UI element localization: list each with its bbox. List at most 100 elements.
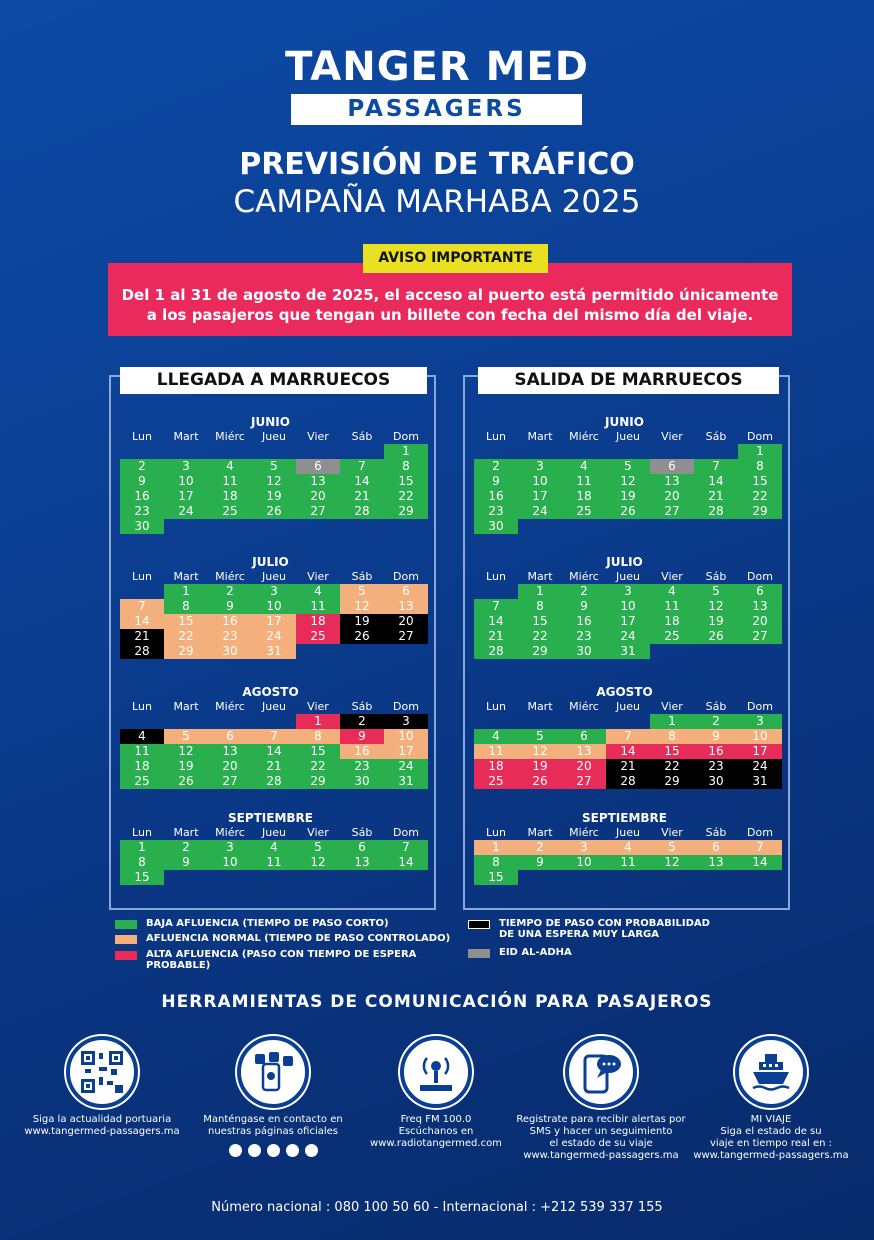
tool-text: Freq FM 100.0 Escúchanos en www.radiotan… xyxy=(351,1114,521,1150)
instagram-icon[interactable] xyxy=(248,1144,261,1157)
calendar-empty-cell xyxy=(606,870,650,885)
tiktok-icon[interactable] xyxy=(305,1144,318,1157)
social-media-icon xyxy=(237,1036,309,1108)
tool-social[interactable]: Manténgase en contacto en nuestras págin… xyxy=(188,1036,358,1157)
calendar-day: 2 xyxy=(694,714,738,729)
calendar-day: 15 xyxy=(650,744,694,759)
tool-radio[interactable]: Freq FM 100.0 Escúchanos en www.radiotan… xyxy=(351,1036,521,1150)
calendar-day: 12 xyxy=(340,599,384,614)
weekday-label: Vier xyxy=(650,825,694,840)
weekday-label: Jueu xyxy=(252,429,296,444)
calendar-day: 24 xyxy=(164,504,208,519)
weekday-label: Vier xyxy=(650,429,694,444)
calendar-day: 9 xyxy=(562,599,606,614)
calendar-week: 23 24 25 26 27 28 29 xyxy=(120,504,430,519)
calendar-day: 7 xyxy=(606,729,650,744)
calendar-day: 28 xyxy=(252,774,296,789)
twitter-icon[interactable] xyxy=(286,1144,299,1157)
calendar-day: 21 xyxy=(474,629,518,644)
calendar-day: 3 xyxy=(208,840,252,855)
weekday-label: Mart xyxy=(518,825,562,840)
calendar-week: 23 24 25 26 27 28 29 xyxy=(474,504,784,519)
calendar-day: 23 xyxy=(208,629,252,644)
facebook-icon[interactable] xyxy=(229,1144,242,1157)
calendar-day: 23 xyxy=(340,759,384,774)
calendar-day: 2 xyxy=(208,584,252,599)
legend-black: TIEMPO DE PASO CON PROBABILIDAD DE UNA E… xyxy=(468,918,718,940)
calendar-day: 27 xyxy=(738,629,782,644)
calendar-day: 10 xyxy=(384,729,428,744)
calendar-day: 13 xyxy=(738,599,782,614)
month-name: JUNIO xyxy=(111,415,430,429)
calendar-day: 15 xyxy=(384,474,428,489)
calendar-day: 4 xyxy=(252,840,296,855)
weekday-label: Vier xyxy=(650,569,694,584)
calendar-empty-cell xyxy=(562,714,606,729)
calendar-day: 12 xyxy=(518,744,562,759)
tool-sms[interactable]: Registrate para recibir alertas por SMS … xyxy=(516,1036,686,1162)
radio-icon xyxy=(400,1036,472,1108)
calendar-empty-cell xyxy=(650,870,694,885)
weekday-label: Miérc xyxy=(208,569,252,584)
calendar-day: 11 xyxy=(606,855,650,870)
calendar-day: 7 xyxy=(384,840,428,855)
weekday-label: Mart xyxy=(518,429,562,444)
calendar-empty-cell xyxy=(562,870,606,885)
calendar-day: 30 xyxy=(562,644,606,659)
calendar-empty-cell xyxy=(738,870,782,885)
calendar-week: 28 29 30 31 xyxy=(474,644,784,659)
calendar-week: 9 10 11 12 13 14 15 xyxy=(474,474,784,489)
calendar-week: 25 26 27 28 29 30 31 xyxy=(474,774,784,789)
calendar-day: 5 xyxy=(340,584,384,599)
weekday-label: Lun xyxy=(120,825,164,840)
month-name: SEPTIEMBRE xyxy=(465,811,784,825)
calendar-day: 11 xyxy=(562,474,606,489)
calendar-day: 20 xyxy=(738,614,782,629)
calendar-week: 4 5 6 7 8 9 10 xyxy=(474,729,784,744)
calendar-day: 2 xyxy=(120,459,164,474)
calendar-empty-cell xyxy=(562,519,606,534)
tool-my-trip[interactable]: MI VIAJE Siga el estado de su viaje en t… xyxy=(686,1036,856,1162)
calendar-empty-cell xyxy=(384,519,428,534)
youtube-icon[interactable] xyxy=(267,1144,280,1157)
calendar-day: 10 xyxy=(208,855,252,870)
calendar-day: 4 xyxy=(606,840,650,855)
calendar-day: 7 xyxy=(252,729,296,744)
calendar-day: 1 xyxy=(474,840,518,855)
weekday-label: Lun xyxy=(474,825,518,840)
calendar-day: 20 xyxy=(296,489,340,504)
weekday-label: Lun xyxy=(120,429,164,444)
calendar-day: 1 xyxy=(384,444,428,459)
calendar-day: 11 xyxy=(296,599,340,614)
weekday-label: Vier xyxy=(650,699,694,714)
calendar-day: 8 xyxy=(120,855,164,870)
calendar-day: 14 xyxy=(738,855,782,870)
calendar-week: 7 8 9 10 11 12 13 xyxy=(474,599,784,614)
calendar-day: 10 xyxy=(562,855,606,870)
calendar-day: 24 xyxy=(252,629,296,644)
calendar-empty-cell xyxy=(650,519,694,534)
calendar-day: 27 xyxy=(384,629,428,644)
calendar-day: 22 xyxy=(518,629,562,644)
calendar-day: 26 xyxy=(340,629,384,644)
calendar-week: 30 xyxy=(474,519,784,534)
calendar-day: 5 xyxy=(252,459,296,474)
calendar-day: 26 xyxy=(518,774,562,789)
calendar-day: 7 xyxy=(120,599,164,614)
calendar-day: 3 xyxy=(562,840,606,855)
calendar-day: 15 xyxy=(120,870,164,885)
calendar-day: 21 xyxy=(120,629,164,644)
calendar-day: 19 xyxy=(252,489,296,504)
calendar-day: 18 xyxy=(296,614,340,629)
tool-website[interactable]: Siga la actualidad portuaria www.tangerm… xyxy=(17,1036,187,1138)
calendar-day: 30 xyxy=(340,774,384,789)
weekday-label: Dom xyxy=(738,429,782,444)
calendar-day: 17 xyxy=(164,489,208,504)
weekday-header: Lun Mart Miérc Jueu Vier Sáb Dom xyxy=(120,825,430,840)
calendar-day: 6 xyxy=(208,729,252,744)
calendar-week: 16 17 18 19 20 21 22 xyxy=(474,489,784,504)
weekday-label: Sáb xyxy=(340,569,384,584)
calendar-week: 8 9 10 11 12 13 14 xyxy=(120,855,430,870)
weekday-label: Dom xyxy=(384,825,428,840)
